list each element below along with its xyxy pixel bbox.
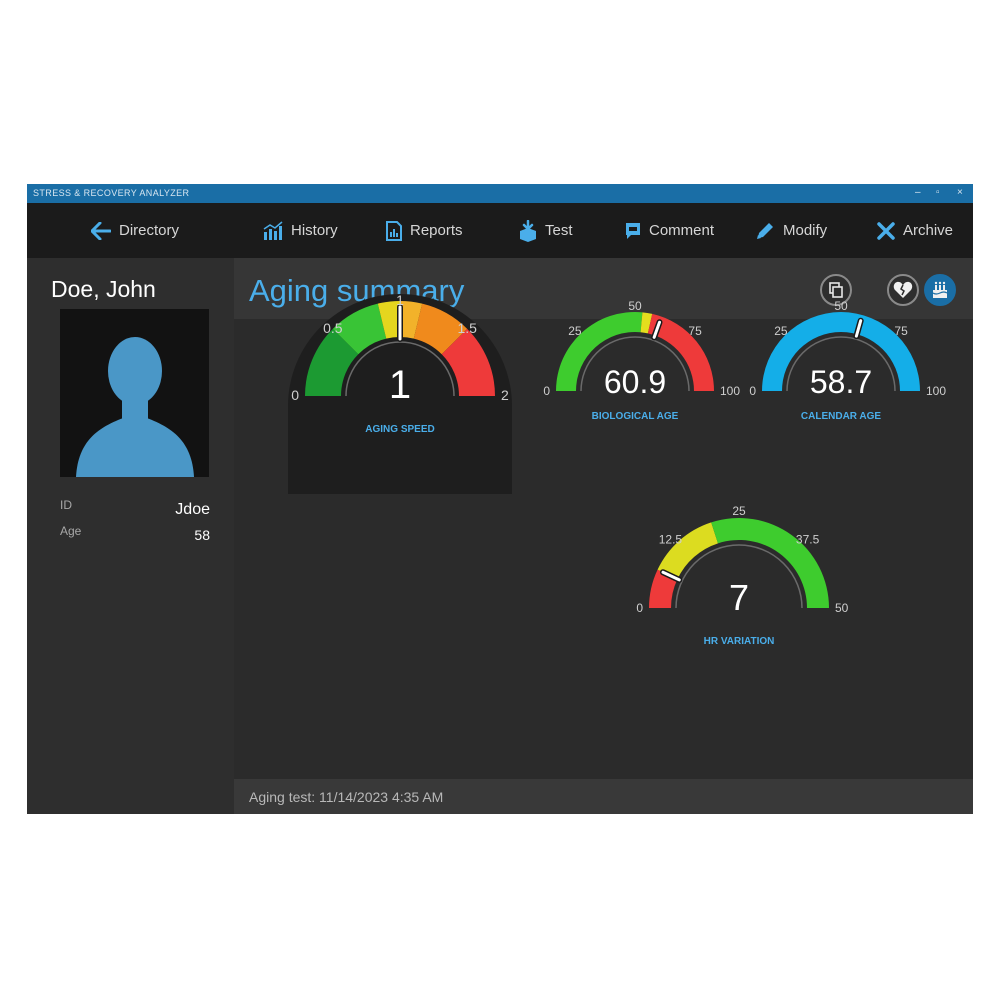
comment-button[interactable]: Comment [625,203,714,258]
age-label: Age [60,524,82,538]
aging-view-button[interactable] [924,274,956,306]
reports-button[interactable]: Reports [386,203,463,258]
gauge-label: AGING SPEED [365,424,434,435]
gauge-value: 7 [729,577,749,618]
main-panel: Aging summary 0 0.5 1 1.5 2 1 AGING SPEED 0 25 50… [234,258,973,814]
gauge-tick-label: 75 [894,324,908,338]
gauge-segment [649,569,678,608]
gauge-needle [652,320,662,339]
minimize-button[interactable]: – [915,187,921,198]
gauge-tick-label: 0 [749,384,756,398]
gauge-tick-label: 1.5 [457,320,477,336]
gauge-segment [556,312,643,391]
gauge-tick-label: 50 [835,601,849,615]
gauge-tick-label: 0 [291,387,299,403]
bar-chart-icon [263,220,283,241]
patient-sidebar: Doe, John ID Jdoe Age 58 [27,258,234,814]
user-silhouette-icon [76,337,194,477]
directory-button[interactable]: Directory [91,203,179,258]
patient-photo [60,309,209,477]
gauge-area: 0 0.5 1 1.5 2 1 AGING SPEED 0 25 50 75 100 60.9 BIOLO… [288,292,946,647]
gauge-label: CALENDAR AGE [801,411,882,422]
gauge-tick-label: 100 [926,384,946,398]
reports-label: Reports [410,222,463,239]
test-label: Test [545,222,573,239]
gauge-value: 58.7 [810,364,872,400]
copy-report-icon [829,282,843,298]
test-download-icon [519,219,537,242]
x-icon [877,221,895,240]
status-bar: Aging test: 11/14/2023 4:35 AM [234,779,973,814]
gauge-label: HR VARIATION [704,636,775,647]
gauge-segment [640,312,653,334]
gauge-segment [400,301,423,339]
close-button[interactable]: × [957,187,963,198]
gauge-inner-ring [675,544,803,609]
id-value: Jdoe [175,501,210,518]
broken-heart-icon [893,281,913,298]
comment-icon [625,222,641,240]
comment-label: Comment [649,222,715,239]
history-button[interactable]: History [263,203,338,258]
calendar-age-gauge: 0 25 50 75 100 58.7 CALENDAR AGE [749,299,946,422]
test-timestamp: Aging test: 11/14/2023 4:35 AM [249,789,444,805]
gauge-label: BIOLOGICAL AGE [592,411,679,422]
gauge-inner-ring [786,336,896,392]
gauge-inner-ring [580,336,690,392]
gauge-tick-label: 100 [720,384,740,398]
app-title: STRESS & RECOVERY ANALYZER [33,188,190,198]
gauge-needle [661,570,681,582]
gauge-tick-label: 50 [834,299,848,313]
report-document-icon [386,220,402,241]
history-label: History [291,222,338,239]
gauge-segment [711,518,829,608]
gauge-tick-label: 0.5 [323,320,343,336]
aging-speed-gauge: 0 0.5 1 1.5 2 1 AGING SPEED [288,292,512,494]
gauge-segment [377,301,400,339]
maximize-button[interactable]: ▫ [936,187,940,198]
gauge-segment [441,328,495,396]
gauge-segment [657,522,718,580]
gauge-tick-label: 75 [688,324,702,338]
gauge-tick-label: 25 [568,324,582,338]
modify-label: Modify [783,222,828,239]
gauge-tick-label: 1 [396,292,404,308]
gauge-tick-label: 0 [543,384,550,398]
gauge-tick-label: 12.5 [659,532,683,546]
directory-label: Directory [119,222,180,239]
gauge-tick-label: 2 [501,387,509,403]
gauge-needle [854,319,863,338]
arrow-left-icon [91,221,111,240]
app-window: STRESS & RECOVERY ANALYZER – ▫ × Directo… [27,184,973,814]
toolbar: Directory History Reports Test Comment [27,203,973,258]
hr-variation-gauge: 0 12.5 25 37.5 50 7 HR VARIATION [636,504,848,647]
patient-name: Doe, John [51,276,156,302]
gauge-tick-label: 25 [732,504,746,518]
archive-button[interactable]: Archive [877,203,953,258]
gauge-tick-label: 0 [636,601,643,615]
birthday-cake-icon [932,281,948,298]
gauge-tick-label: 25 [774,324,788,338]
pencil-icon [755,221,775,241]
stress-view-button[interactable] [887,274,919,306]
title-bar[interactable]: STRESS & RECOVERY ANALYZER – ▫ × [27,184,973,203]
gauge-segment [305,328,359,396]
test-button[interactable]: Test [519,203,573,258]
gauge-segment [413,303,468,355]
copy-report-button[interactable] [820,274,852,306]
gauge-tick-label: 37.5 [796,532,820,546]
gauge-segment [332,303,387,355]
age-value: 58 [194,527,210,543]
biological-age-gauge: 0 25 50 75 100 60.9 BIOLOGICAL AGE [543,299,740,422]
gauge-segment [647,313,714,391]
gauge-tick-label: 50 [628,299,642,313]
archive-label: Archive [903,222,954,239]
id-label: ID [60,498,72,512]
gauge-value: 60.9 [604,364,666,400]
gauge-value: 1 [389,363,411,407]
gauge-segment [762,312,920,391]
modify-button[interactable]: Modify [755,203,827,258]
